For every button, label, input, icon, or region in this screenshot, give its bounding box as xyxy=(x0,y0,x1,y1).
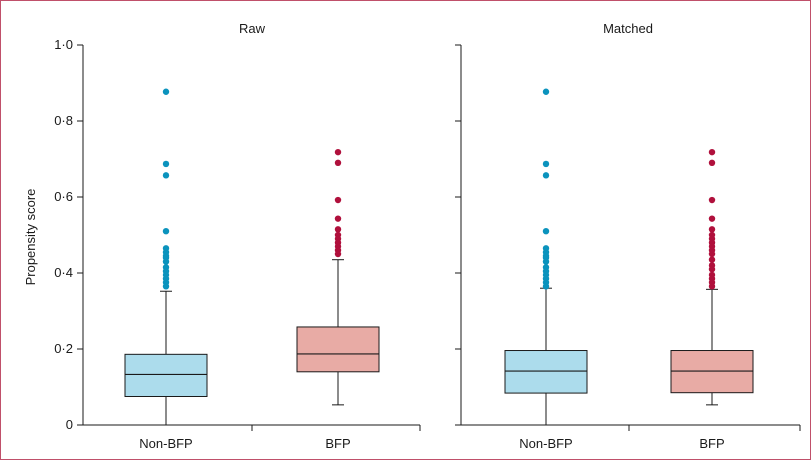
outlier-point xyxy=(708,159,716,166)
outlier-point xyxy=(708,266,716,273)
outlier-point xyxy=(162,258,170,265)
outlier-point xyxy=(708,256,716,263)
outlier-point xyxy=(542,258,550,265)
outlier-point xyxy=(162,172,170,179)
y-tick-label: 0·6 xyxy=(54,189,73,204)
outlier-point xyxy=(334,215,342,222)
outlier-point xyxy=(162,228,170,235)
y-tick-label: 0·2 xyxy=(54,341,73,356)
outlier-point xyxy=(708,148,716,156)
y-tick-label: 0 xyxy=(66,417,73,432)
outlier-point xyxy=(542,88,550,95)
x-category-label: Non-BFP xyxy=(139,436,192,451)
iqr-box xyxy=(504,350,588,394)
y-tick-label: 1·0 xyxy=(54,37,73,52)
outlier-point xyxy=(334,250,342,258)
outlier-point xyxy=(708,196,716,204)
outlier-point xyxy=(542,228,550,235)
outlier-point xyxy=(162,283,170,290)
y-axis-label: Propensity score xyxy=(23,189,38,286)
x-category-label: BFP xyxy=(699,436,724,451)
outlier-point xyxy=(708,215,716,222)
outlier-point xyxy=(334,226,342,233)
iqr-box xyxy=(296,326,380,373)
outlier-point xyxy=(708,226,716,233)
y-tick-label: 0·8 xyxy=(54,113,73,128)
outlier-point xyxy=(542,172,550,179)
iqr-box xyxy=(124,353,208,398)
outlier-point xyxy=(162,160,170,168)
outlier-point xyxy=(542,160,550,168)
x-category-label: Non-BFP xyxy=(519,436,572,451)
outlier-point xyxy=(334,159,342,166)
x-category-label: BFP xyxy=(325,436,350,451)
outlier-point xyxy=(334,196,342,204)
panel-title-matched: Matched xyxy=(603,21,653,36)
outlier-point xyxy=(708,250,716,258)
y-tick-label: 0·4 xyxy=(54,265,73,280)
panel-title-raw: Raw xyxy=(239,21,266,36)
outlier-point xyxy=(708,283,716,290)
outlier-point xyxy=(334,148,342,156)
outlier-point xyxy=(162,88,170,95)
outlier-point xyxy=(542,283,550,290)
